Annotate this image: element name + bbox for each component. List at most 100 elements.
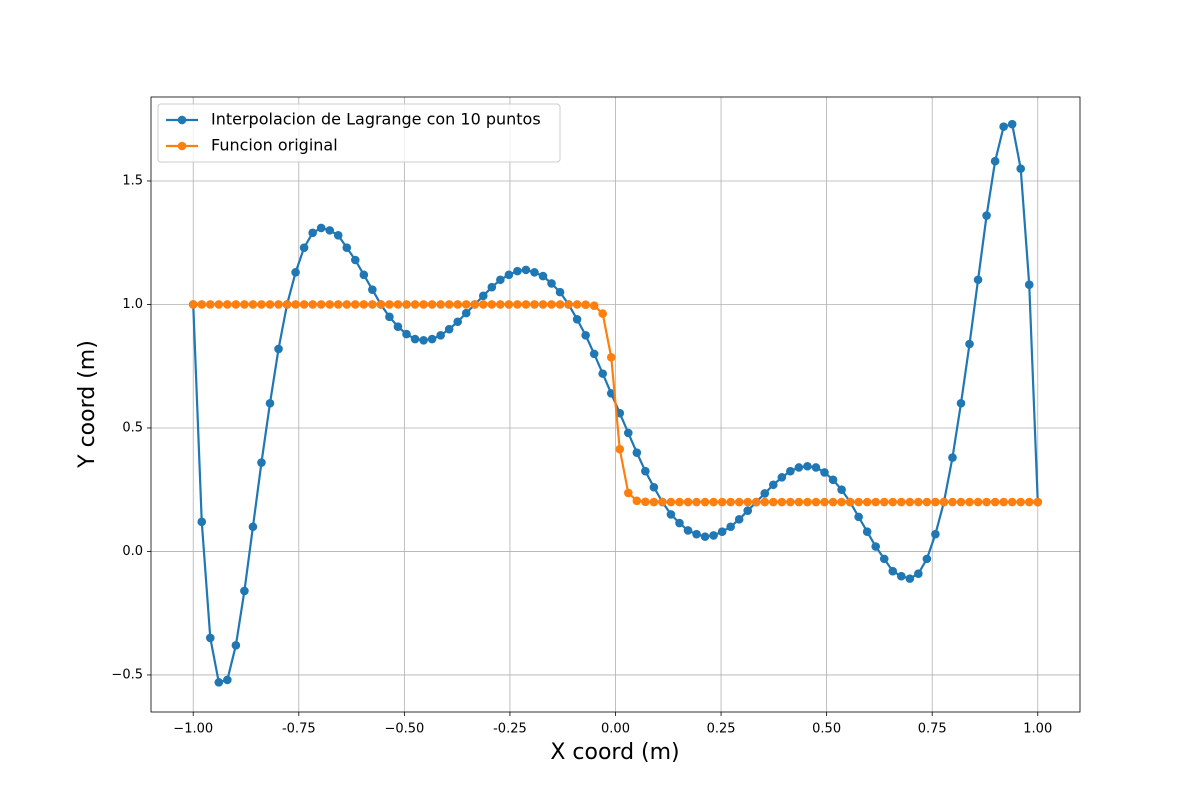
point	[547, 279, 556, 288]
legend-marker	[177, 115, 187, 125]
point	[538, 300, 548, 309]
legend-label: Funcion original	[211, 136, 338, 155]
point	[888, 566, 898, 576]
point	[871, 542, 881, 551]
point	[240, 300, 249, 309]
point	[214, 300, 224, 309]
point	[854, 497, 863, 507]
point	[291, 268, 300, 277]
x-tick-label: -0.25	[493, 722, 527, 737]
point	[794, 497, 804, 507]
point	[393, 322, 403, 331]
point	[521, 265, 531, 275]
y-axis-label: Y coord (m)	[75, 340, 100, 469]
point	[692, 497, 701, 507]
point	[709, 497, 718, 507]
legend-marker	[177, 141, 187, 151]
point	[683, 497, 693, 507]
point	[896, 497, 906, 507]
point	[223, 675, 232, 685]
point	[794, 463, 804, 472]
point	[922, 497, 932, 507]
point	[325, 300, 335, 309]
point	[888, 497, 898, 507]
point	[939, 497, 949, 507]
point	[1033, 497, 1043, 507]
point	[956, 497, 966, 507]
point	[734, 515, 744, 524]
x-tick-label: 0.25	[707, 722, 736, 737]
point	[751, 497, 761, 507]
point	[786, 466, 795, 476]
point	[410, 334, 420, 344]
x-tick-label: −0.50	[384, 722, 424, 737]
point	[308, 228, 317, 238]
point	[427, 300, 437, 309]
point	[820, 497, 829, 507]
point	[248, 300, 258, 309]
point	[513, 266, 522, 276]
point	[265, 300, 275, 309]
point	[410, 300, 420, 309]
point	[803, 461, 812, 471]
point	[726, 497, 735, 507]
point	[606, 353, 616, 362]
point	[487, 300, 497, 309]
point	[496, 275, 505, 285]
point	[1007, 119, 1017, 129]
point	[1007, 497, 1017, 507]
point	[914, 497, 923, 507]
point	[948, 497, 957, 507]
point	[350, 300, 360, 309]
point	[828, 497, 838, 507]
point	[513, 300, 522, 309]
point	[879, 554, 889, 564]
point	[632, 448, 642, 457]
point	[879, 497, 889, 507]
point	[461, 308, 471, 318]
point	[914, 569, 923, 578]
point	[419, 335, 428, 345]
point	[248, 522, 258, 532]
point	[922, 554, 932, 564]
point	[649, 482, 659, 492]
point	[811, 497, 821, 507]
point	[1016, 164, 1026, 173]
point	[641, 497, 650, 507]
point	[197, 517, 207, 527]
point	[282, 300, 292, 309]
point	[299, 243, 309, 252]
point	[982, 211, 991, 220]
x-tick-label: −1.00	[173, 722, 213, 737]
point	[274, 344, 283, 354]
point	[504, 270, 514, 280]
point	[205, 633, 215, 643]
point	[564, 300, 573, 309]
point	[316, 223, 326, 233]
point	[828, 475, 838, 485]
point	[231, 300, 241, 309]
point	[598, 309, 608, 318]
point	[999, 122, 1008, 131]
point	[316, 300, 326, 309]
point	[444, 300, 454, 309]
point	[623, 488, 633, 498]
point	[368, 285, 377, 294]
point	[990, 156, 1000, 166]
point	[436, 300, 445, 309]
x-tick-label: 0.50	[812, 722, 841, 737]
point	[973, 275, 983, 285]
point	[786, 497, 795, 507]
point	[700, 497, 710, 507]
point	[717, 527, 727, 536]
point	[675, 497, 684, 507]
point	[589, 349, 599, 359]
point	[743, 497, 753, 507]
point	[376, 300, 386, 309]
point	[777, 497, 787, 507]
point	[717, 497, 727, 507]
point	[402, 300, 411, 309]
legend-box	[157, 103, 561, 163]
y-tick-label: 0.5	[122, 420, 143, 435]
point	[658, 497, 667, 507]
